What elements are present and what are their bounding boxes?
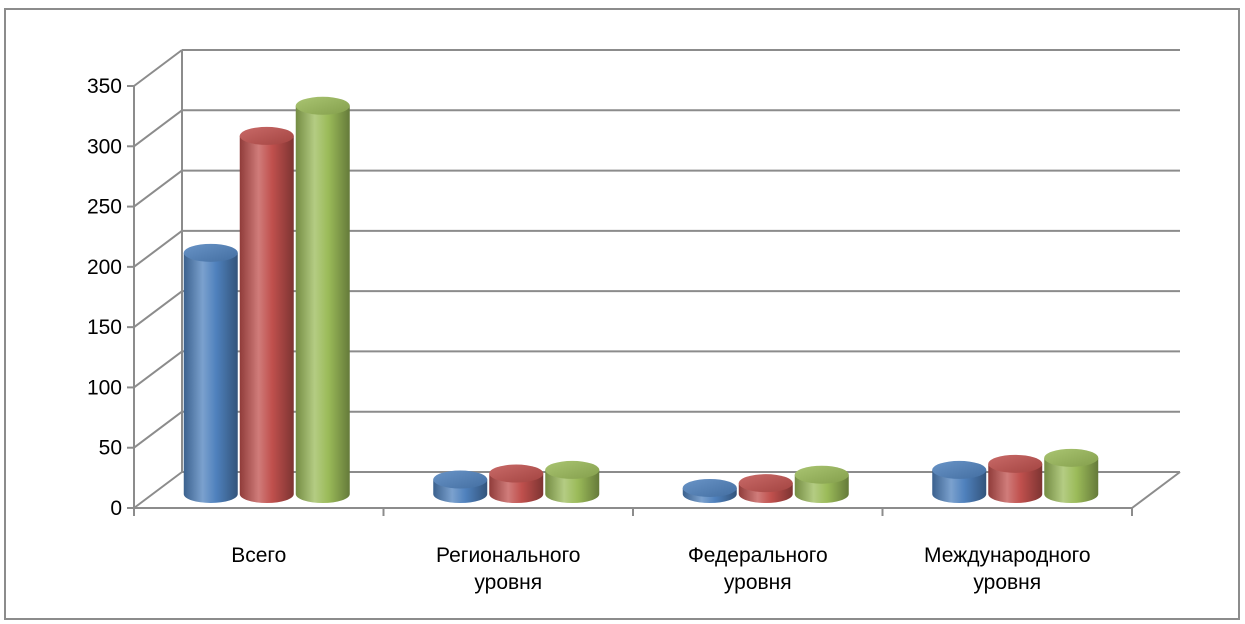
y-tick-label: 300 bbox=[87, 135, 122, 158]
bar-top bbox=[489, 464, 544, 483]
category-label: Международного уровня bbox=[924, 544, 1091, 594]
bar-top bbox=[794, 465, 849, 484]
bar-top bbox=[988, 454, 1043, 473]
gridline-diagonal bbox=[133, 109, 183, 148]
bar bbox=[794, 465, 849, 503]
bar-top bbox=[1044, 448, 1099, 467]
bars bbox=[183, 96, 1099, 503]
bar-body bbox=[183, 252, 238, 503]
bar bbox=[988, 454, 1043, 503]
bar bbox=[738, 474, 793, 503]
bar-body bbox=[988, 463, 1043, 503]
gridline-diagonal bbox=[133, 410, 183, 449]
bar-top bbox=[183, 243, 238, 262]
gridline-diagonal bbox=[133, 230, 183, 268]
bar-top bbox=[932, 460, 987, 479]
bar-top bbox=[738, 474, 793, 493]
bar-body bbox=[932, 469, 987, 503]
gridline-diagonal bbox=[133, 471, 183, 509]
bar-body bbox=[1044, 457, 1099, 503]
bar bbox=[489, 464, 544, 503]
labels: 0 50 100 150 200 250 300 350 Всего Регионального у… bbox=[87, 75, 1091, 594]
bar-top bbox=[295, 96, 350, 115]
bar bbox=[682, 478, 737, 503]
y-tick-label: 0 bbox=[110, 497, 122, 520]
category-label: Федерального уровня bbox=[688, 544, 828, 594]
y-tick-label: 50 bbox=[99, 437, 122, 460]
category-label: Всего bbox=[231, 544, 286, 567]
y-tick-label: 350 bbox=[87, 75, 122, 98]
y-tick-label: 200 bbox=[87, 256, 122, 279]
bar bbox=[932, 460, 987, 503]
gridline-diagonal bbox=[133, 169, 183, 208]
bar bbox=[433, 470, 488, 503]
bar bbox=[183, 243, 238, 503]
bar bbox=[545, 460, 600, 503]
bar-body bbox=[295, 105, 350, 503]
bar bbox=[1044, 448, 1099, 503]
bar-top bbox=[239, 126, 294, 145]
y-tick-label: 150 bbox=[87, 316, 122, 339]
y-tick-label: 100 bbox=[87, 376, 122, 399]
category-label: Регионального уровня bbox=[436, 544, 580, 594]
floor-edge bbox=[1131, 471, 1181, 509]
gridline-diagonal bbox=[133, 49, 183, 87]
bar-top bbox=[682, 478, 737, 497]
bar bbox=[295, 96, 350, 503]
bar-body bbox=[239, 135, 294, 503]
y-tick-label: 250 bbox=[87, 196, 122, 219]
gridline-diagonal bbox=[133, 350, 183, 389]
gridline-diagonal bbox=[133, 290, 183, 328]
bar-body bbox=[545, 469, 600, 503]
bar-top bbox=[545, 460, 600, 479]
bar-top bbox=[433, 470, 488, 489]
bar bbox=[239, 126, 294, 503]
